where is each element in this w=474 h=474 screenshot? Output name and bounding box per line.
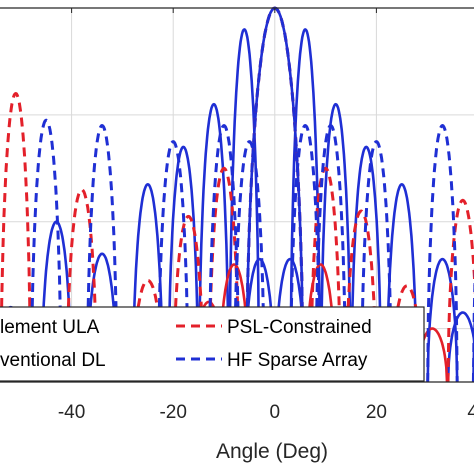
x-tick-label: 20 <box>366 402 387 423</box>
tick-labels: -40 -20 0 20 40 <box>58 402 474 423</box>
x-tick-label: 40 <box>467 402 474 423</box>
x-tick-label: -20 <box>159 402 186 423</box>
legend-label-ula: lement ULA <box>0 317 100 338</box>
legend-label-psl-constrained: PSL-Constrained <box>227 317 372 338</box>
legend: lement ULA PSL-Constrained ventional DL … <box>0 306 425 382</box>
legend-label-hf-sparse-array: HF Sparse Array <box>227 350 368 371</box>
legend-box <box>0 306 425 382</box>
x-axis-label: Angle (Deg) <box>216 440 328 463</box>
x-tick-label: -40 <box>58 402 85 423</box>
legend-label-conventional-dl: ventional DL <box>0 350 106 371</box>
x-tick-label: 0 <box>270 402 281 423</box>
